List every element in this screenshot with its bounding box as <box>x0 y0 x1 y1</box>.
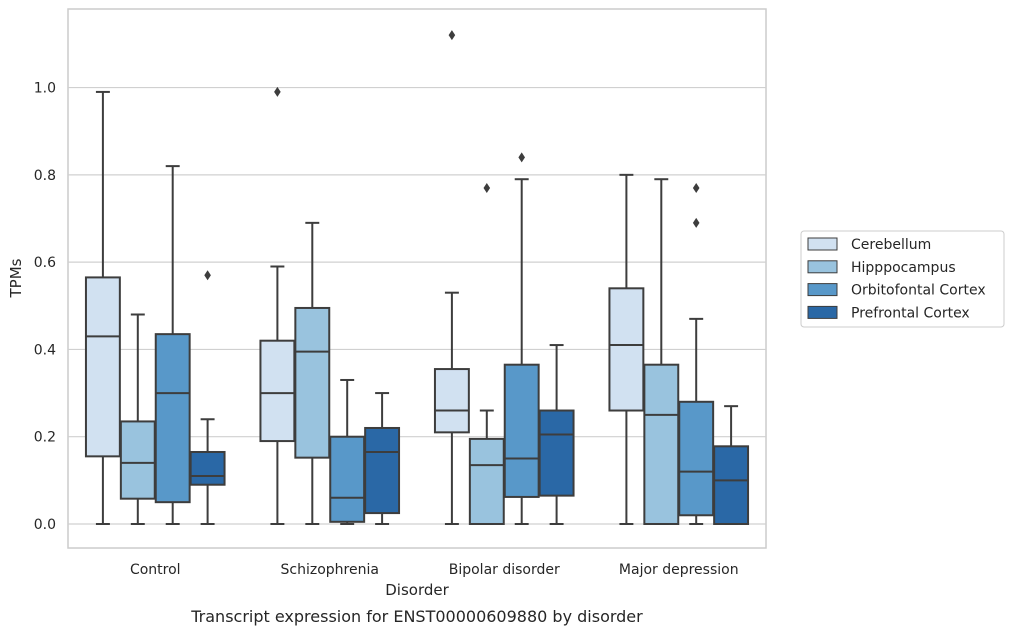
x-tick-labels: Control Schizophrenia Bipolar disorder Majo… <box>130 562 739 578</box>
box-2-0 <box>433 30 470 525</box>
box-2-1 <box>468 182 505 525</box>
outlier-point <box>483 182 491 193</box>
box-3-3 <box>713 405 750 525</box>
iqr-box <box>713 445 750 525</box>
iqr-box <box>259 339 296 443</box>
legend-label: Prefrontal Cortex <box>851 305 970 321</box>
outlier-point <box>692 182 700 193</box>
box-3-1 <box>643 178 680 525</box>
iqr-box <box>154 333 191 504</box>
box-0-0 <box>84 90 121 525</box>
chart-caption: Transcript expression for ENST0000060988… <box>190 607 643 626</box>
legend-swatch <box>807 260 838 274</box>
x-tick-label: Major depression <box>619 562 739 578</box>
legend-swatch <box>807 237 838 251</box>
iqr-box <box>364 426 401 515</box>
y-tick-labels: 0.0 0.2 0.4 0.6 0.8 1.0 <box>34 81 56 533</box>
legend-frame <box>800 230 1005 328</box>
iqr-box <box>84 276 121 458</box>
outlier-point <box>204 270 211 281</box>
x-tick-label: Bipolar disorder <box>449 562 560 578</box>
outlier-point <box>448 30 456 41</box>
iqr-box <box>608 287 645 412</box>
y-tick-label: 0.8 <box>34 168 56 184</box>
box-0-1 <box>119 313 156 525</box>
legend-label: Orbitofontal Cortex <box>851 283 986 299</box>
iqr-box <box>189 450 226 486</box>
box-0-2 <box>154 165 191 525</box>
x-tick-label: Schizophrenia <box>281 562 379 578</box>
x-axis-title: Disorder <box>385 581 449 599</box>
y-tick-label: 0.2 <box>34 430 56 446</box>
legend-items: Cerebellum Hipppocampus Orbitofontal Corte… <box>807 237 986 321</box>
box-2-3 <box>538 344 575 525</box>
iqr-box <box>538 409 575 497</box>
box-3-0 <box>608 173 645 525</box>
outlier-point <box>274 86 281 97</box>
box-1-2 <box>329 378 366 525</box>
y-axis-title: TPMs <box>7 258 25 298</box>
box-1-1 <box>294 221 331 525</box>
iqr-box <box>119 420 156 500</box>
box-1-3 <box>364 392 401 525</box>
outlier-point <box>518 152 525 163</box>
legend-label: Cerebellum <box>851 237 931 253</box>
iqr-box <box>643 363 680 525</box>
y-tick-label: 0.4 <box>34 342 56 358</box>
iqr-box <box>329 435 366 523</box>
legend-label: Hipppocampus <box>851 260 956 276</box>
iqr-box <box>433 368 470 434</box>
legend-swatch <box>807 283 838 297</box>
iqr-box <box>294 306 331 459</box>
legend: Cerebellum Hipppocampus Orbitofontal Corte… <box>800 230 1005 328</box>
y-tick-label: 0.6 <box>34 255 56 271</box>
box-0-3 <box>189 270 226 525</box>
outlier-point <box>692 217 700 228</box>
boxes <box>84 30 750 525</box>
box-3-2 <box>678 182 715 525</box>
x-tick-label: Control <box>130 562 181 578</box>
y-tick-label: 1.0 <box>34 81 56 97</box>
box-1-0 <box>259 86 296 525</box>
box-2-2 <box>503 152 540 525</box>
iqr-box <box>678 400 715 517</box>
iqr-box <box>468 437 505 525</box>
legend-swatch <box>807 305 838 319</box>
y-tick-label: 0.0 <box>34 517 56 533</box>
iqr-box <box>503 363 540 498</box>
